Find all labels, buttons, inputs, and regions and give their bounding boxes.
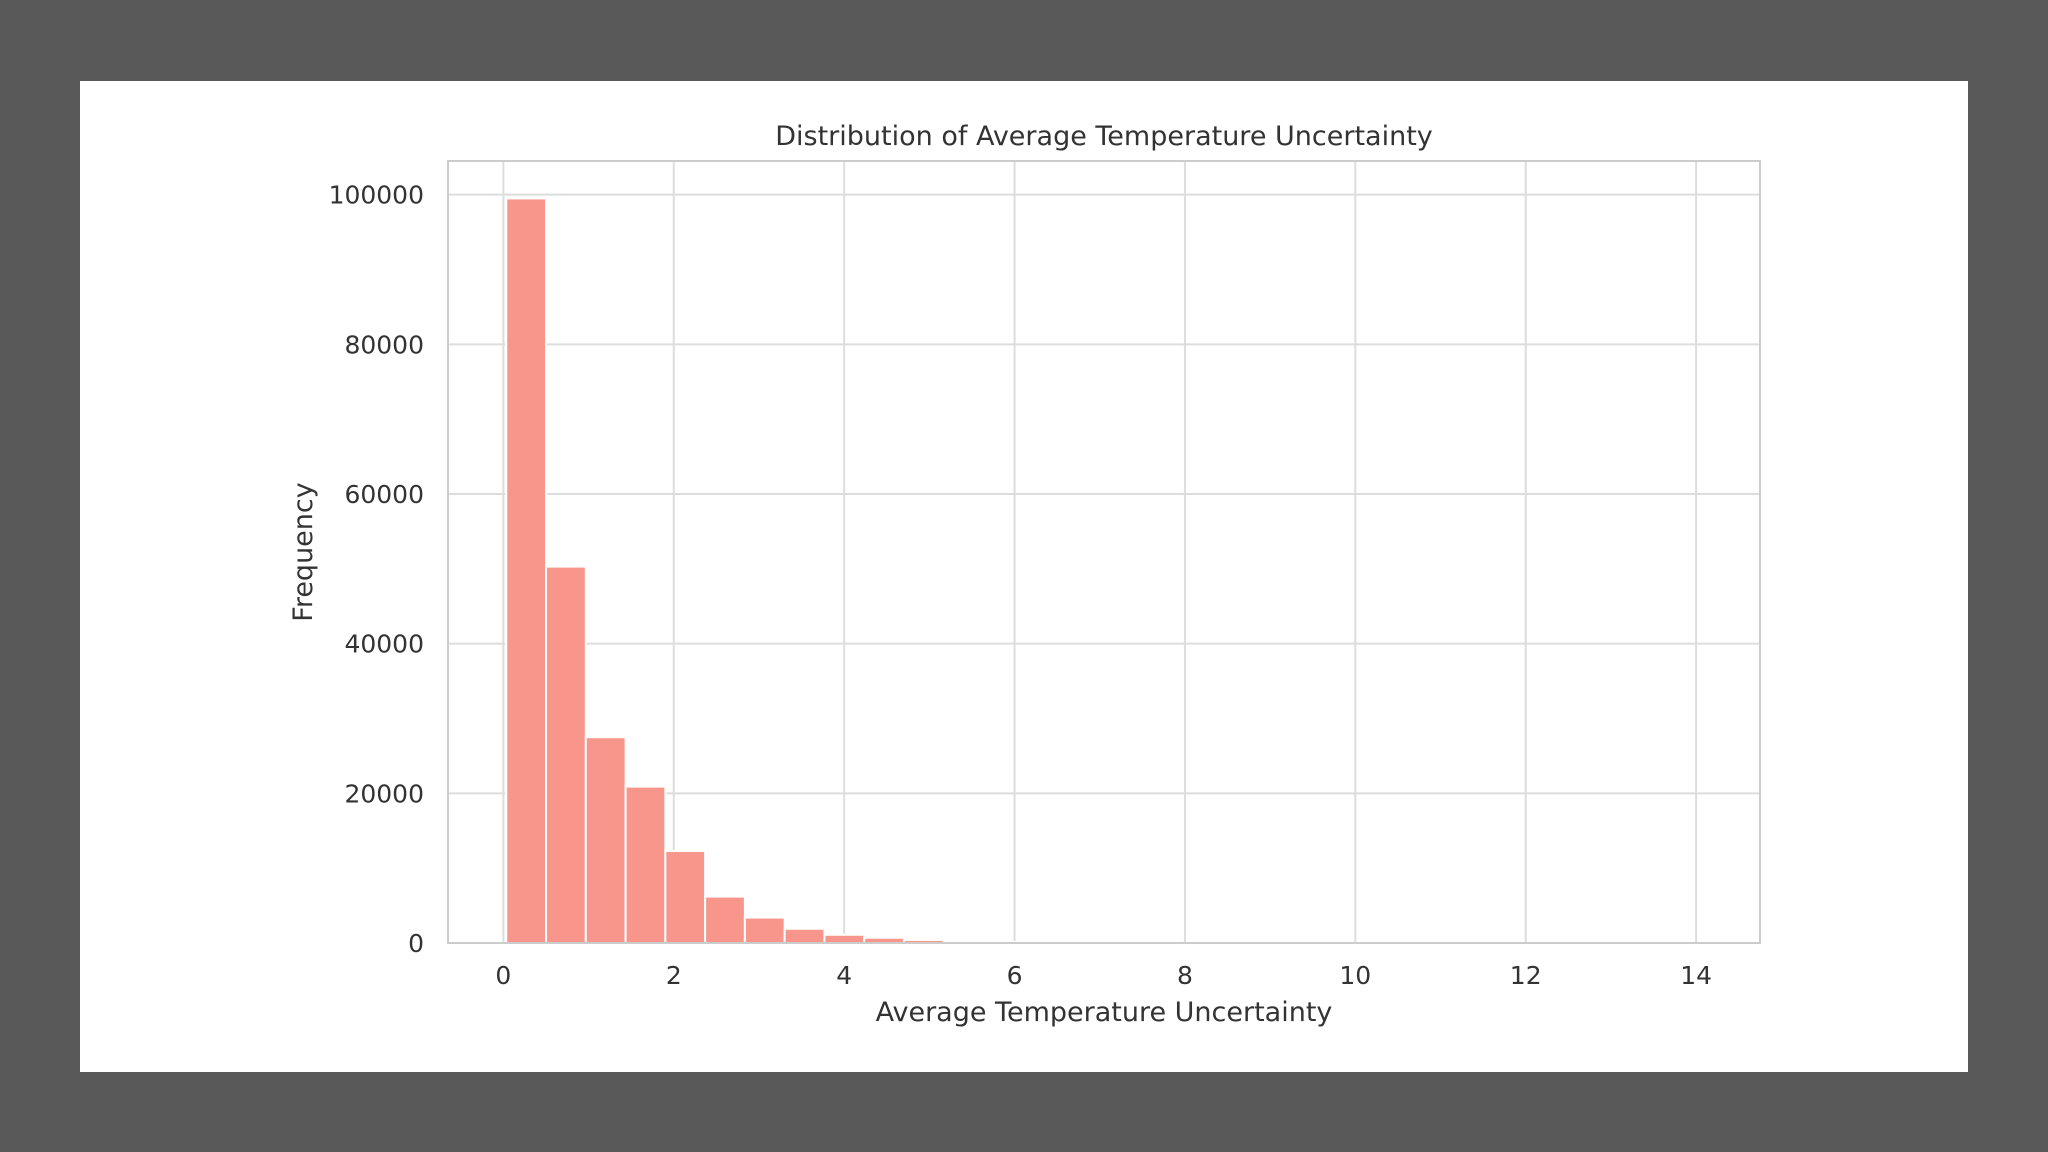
y-tick-label: 100000 <box>329 181 424 210</box>
y-tick-label: 60000 <box>344 480 424 509</box>
histogram-bar <box>584 736 627 944</box>
figure-background <box>80 81 1968 1072</box>
histogram-bar <box>743 916 786 945</box>
x-tick-label: 0 <box>495 961 511 990</box>
y-tick-label: 80000 <box>344 330 424 359</box>
x-tick-label: 4 <box>836 961 852 990</box>
x-axis-label: Average Temperature Uncertainty <box>876 997 1333 1028</box>
histogram-bar <box>783 927 826 944</box>
y-tick-label: 0 <box>408 929 424 958</box>
histogram-bar <box>704 895 746 944</box>
chart-title: Distribution of Average Temperature Unce… <box>775 121 1433 152</box>
histogram-bar <box>624 785 667 944</box>
histogram-bars <box>505 197 1701 945</box>
histogram-bar <box>505 197 548 945</box>
x-tick-label: 14 <box>1680 961 1712 990</box>
histogram-bar <box>545 565 587 944</box>
x-tick-label: 10 <box>1339 961 1371 990</box>
x-tick-label: 2 <box>666 961 682 990</box>
x-tick-label: 8 <box>1177 961 1193 990</box>
y-tick-label: 20000 <box>344 779 424 808</box>
tick-labels: 0 2 4 6 8 10 12 14 0 20000 40000 60000 80000 100000 <box>329 181 1712 990</box>
y-tick-label: 40000 <box>344 630 424 659</box>
x-tick-label: 12 <box>1510 961 1542 990</box>
y-axis-label: Frequency <box>288 482 319 622</box>
histogram-bar <box>664 849 707 945</box>
x-tick-label: 6 <box>1007 961 1023 990</box>
histogram-bar <box>823 933 866 945</box>
plot-frame <box>447 160 1761 944</box>
